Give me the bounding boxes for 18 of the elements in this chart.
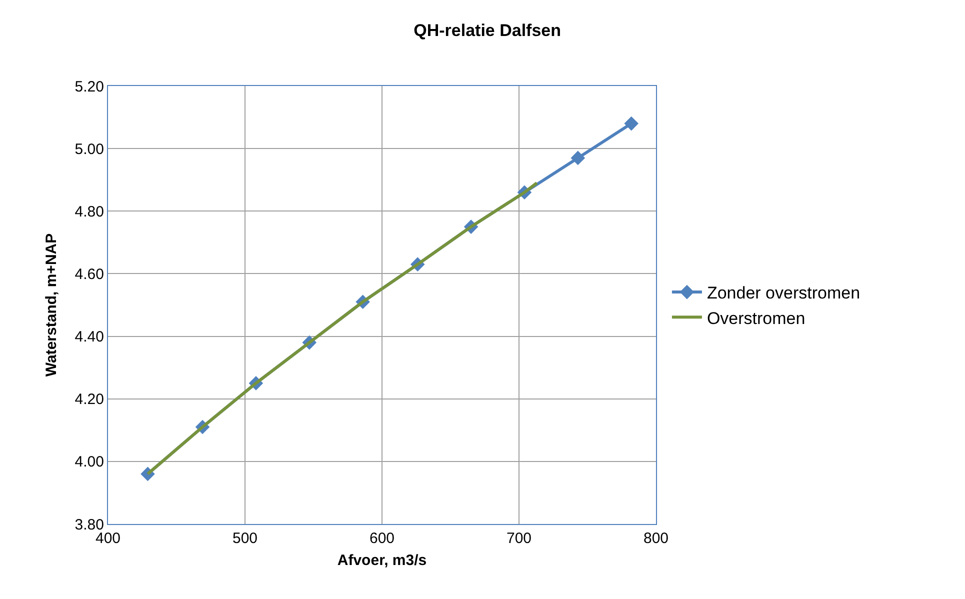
- y-tick-label: 5.20: [74, 78, 104, 96]
- legend-label: Overstromen: [706, 308, 806, 328]
- y-tick-label: 4.20: [74, 391, 104, 408]
- x-tick-label: 500: [232, 530, 258, 547]
- x-tick-label: 600: [369, 530, 395, 547]
- point: [624, 116, 638, 131]
- point: [570, 150, 586, 166]
- x-axis-title: Afvoer, m3/s: [337, 552, 427, 569]
- x-tick-label: 700: [506, 530, 532, 547]
- y-axis-title: Waterstand, m+NAP: [43, 233, 60, 377]
- y-tick-label: 4.80: [74, 203, 104, 220]
- legend-label: Zonder overstromen: [706, 284, 860, 303]
- chart-title: QH-relatie Dalfsen: [414, 20, 562, 40]
- y-tick-label: 5.00: [74, 140, 104, 158]
- y-tick-label: 4.60: [74, 266, 104, 283]
- y-tick-label: 4.40: [74, 328, 104, 346]
- x-tick-label: 800: [643, 530, 669, 547]
- y-tick-label: 4.00: [74, 454, 104, 471]
